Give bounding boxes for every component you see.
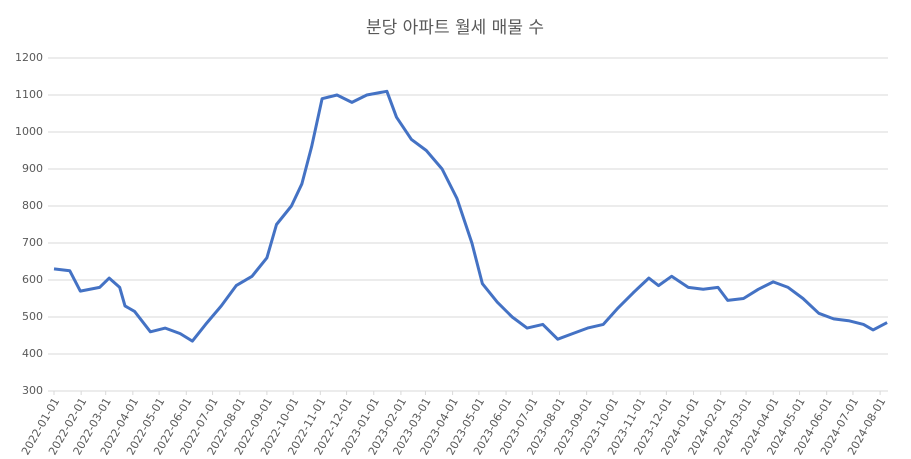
y-tick-label: 400 xyxy=(22,347,43,360)
data-line xyxy=(53,89,888,343)
y-tick-label: 1200 xyxy=(15,51,43,64)
chart-title: 분당 아파트 월세 매물 수 xyxy=(366,18,544,38)
y-tick-label: 900 xyxy=(22,162,43,175)
y-tick-label: 300 xyxy=(22,384,43,397)
y-tick-label: 1000 xyxy=(15,125,43,138)
y-tick-label: 700 xyxy=(22,236,43,249)
y-tick-label: 500 xyxy=(22,310,43,323)
y-tick-label: 600 xyxy=(22,273,43,286)
y-tick-label: 800 xyxy=(22,199,43,212)
y-tick-label: 1100 xyxy=(15,88,43,101)
